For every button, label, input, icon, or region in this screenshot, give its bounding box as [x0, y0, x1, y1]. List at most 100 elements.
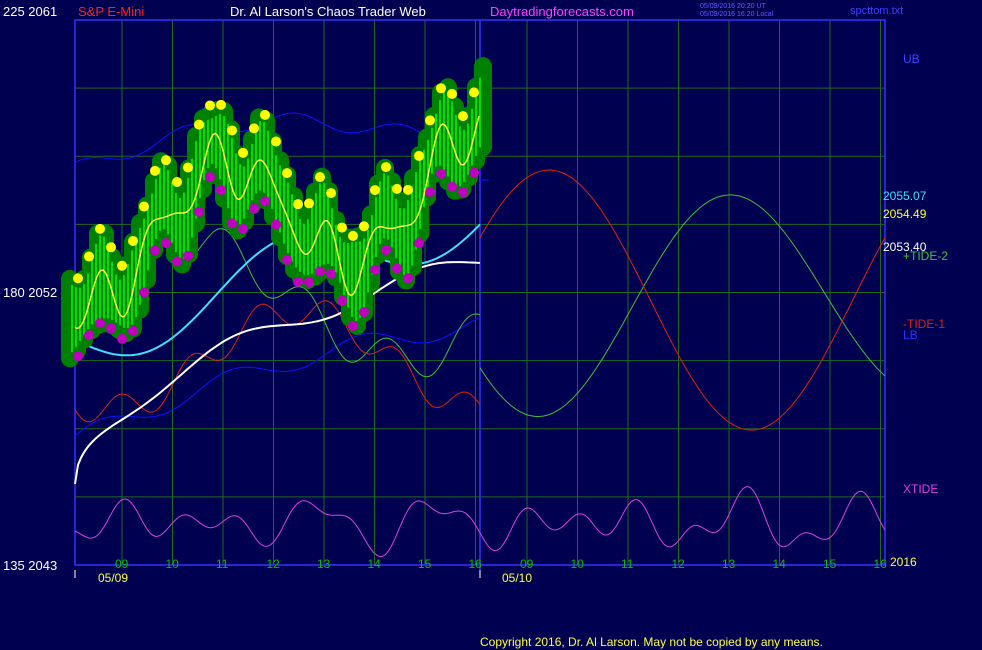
high-marker: [84, 251, 94, 262]
high-marker: [403, 184, 413, 195]
high-marker: [238, 147, 248, 158]
timestamp-local: 05/09/2016 16:20 Local: [700, 11, 774, 18]
high-marker: [117, 260, 127, 271]
high-marker: [370, 185, 380, 196]
low-marker: [414, 238, 424, 249]
low-marker: [315, 266, 325, 277]
low-marker: [447, 181, 457, 192]
plus-tide-line-day2: [479, 194, 886, 418]
minus-tide-label: -TIDE-1: [903, 317, 945, 331]
high-marker: [161, 155, 171, 166]
instrument-label: S&P E-Mini: [78, 4, 144, 19]
high-marker: [326, 188, 336, 199]
ub-line: [74, 112, 481, 163]
low-marker: [304, 277, 314, 288]
hour-tick-label: 13: [722, 557, 736, 571]
high-marker: [227, 125, 237, 136]
high-marker: [315, 172, 325, 183]
high-marker: [139, 201, 149, 212]
data-file-label: spcttom.txt: [850, 5, 903, 17]
high-marker: [249, 123, 259, 134]
high-marker: [392, 183, 402, 194]
low-marker: [359, 307, 369, 318]
high-marker: [194, 119, 204, 130]
ub-label: UB: [903, 52, 920, 66]
minus-tide-line-day1: [74, 300, 481, 423]
hour-tick-label: 16: [469, 557, 483, 571]
high-marker: [447, 88, 457, 99]
low-marker: [249, 203, 259, 214]
low-marker: [403, 273, 413, 284]
high-marker: [436, 83, 446, 94]
page-title: Dr. Al Larson's Chaos Trader Web: [230, 4, 426, 19]
price-label-3: 2053.40: [883, 240, 927, 254]
low-marker: [227, 218, 237, 229]
low-marker: [161, 238, 171, 249]
hour-tick-label: 10: [571, 557, 585, 571]
hour-tick-label: 09: [520, 557, 534, 571]
high-marker: [128, 235, 138, 246]
high-marker: [73, 273, 83, 284]
high-marker: [337, 222, 347, 233]
low-marker: [194, 206, 204, 217]
price-label-2: 2054.49: [883, 207, 927, 221]
hour-ticks: 09 10 11 12 13 14 15 16 09 10 11 12 13 14 15 16: [115, 557, 887, 571]
high-marker: [216, 99, 226, 110]
hour-tick-label: 15: [823, 557, 837, 571]
high-marker: [205, 100, 215, 111]
left-scale-top: 225 2061: [3, 4, 57, 19]
low-marker: [271, 219, 281, 230]
low-marker: [106, 323, 116, 334]
hour-tick-label: 11: [621, 557, 634, 571]
low-marker: [73, 351, 83, 362]
high-marker: [172, 176, 182, 187]
high-marker: [304, 198, 314, 209]
high-marker: [425, 115, 435, 126]
low-marker: [139, 287, 149, 298]
minus-tide-line-day2: [479, 169, 886, 431]
lb-line: [74, 317, 481, 437]
high-marker: [282, 168, 292, 179]
low-marker: [348, 320, 358, 331]
hour-tick-label: 15: [418, 557, 432, 571]
high-marker: [271, 136, 281, 147]
hour-tick-label: 09: [115, 557, 129, 571]
low-marker: [117, 333, 127, 344]
hour-tick-label: 12: [672, 557, 686, 571]
high-marker: [348, 230, 358, 241]
hour-tick-label: 14: [368, 557, 382, 571]
low-marker: [172, 256, 182, 267]
hour-tick-label: 14: [773, 557, 787, 571]
high-marker: [458, 111, 468, 122]
low-marker: [293, 276, 303, 287]
left-scale-mid: 180 2052: [3, 285, 57, 300]
high-marker: [469, 87, 479, 98]
low-marker: [381, 244, 391, 255]
price-bars-layer: [61, 57, 492, 368]
high-marker: [381, 162, 391, 173]
hour-tick-label: 12: [267, 557, 281, 571]
high-marker: [95, 223, 105, 234]
lb-label: LB: [903, 328, 918, 342]
low-marker: [205, 172, 215, 183]
high-marker: [183, 162, 193, 173]
low-marker: [458, 187, 468, 198]
high-marker: [260, 109, 270, 120]
high-marker: [414, 150, 424, 161]
xtide-label: XTIDE: [903, 482, 938, 496]
high-marker: [150, 165, 160, 176]
hour-tick-label: 13: [317, 557, 331, 571]
hour-tick-label: 16: [874, 557, 888, 571]
xtide-line: [74, 486, 886, 558]
fast-ma-line: [74, 115, 480, 330]
low-marker: [95, 318, 105, 329]
timestamp-ut: 05/09/2016 20:20 UT: [700, 3, 766, 10]
site-link[interactable]: Daytradingforecasts.com: [490, 4, 634, 19]
low-marker: [150, 245, 160, 256]
low-marker: [425, 186, 435, 197]
hour-tick-label: 11: [216, 557, 229, 571]
date-label-day1: 05/09: [98, 571, 128, 585]
low-marker: [282, 254, 292, 265]
plus-tide-label: +TIDE-2: [903, 249, 948, 263]
